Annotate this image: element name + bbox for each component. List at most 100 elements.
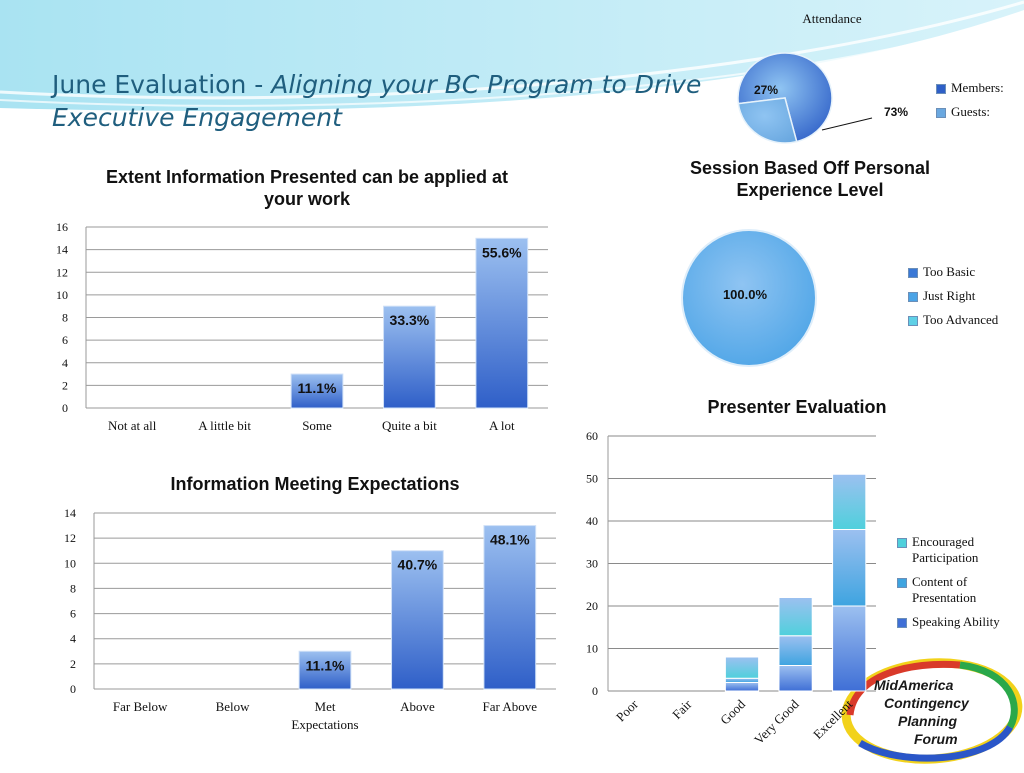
presenter-segment-content-of-presentation-excellent <box>832 529 867 607</box>
attendance-legend-item: Guests: <box>936 104 1024 120</box>
extent-ytick-label: 4 <box>62 356 68 370</box>
session-legend: Too Basic Just Right Too Advanced <box>908 264 1023 336</box>
presenter-ytick-label: 10 <box>586 642 598 656</box>
extent-ytick-label: 0 <box>62 401 68 415</box>
session-legend-label: Too Basic <box>923 264 976 279</box>
meeting-xtick-label: Far Above <box>483 699 538 714</box>
extent-bar-quite-a-bit <box>383 305 436 409</box>
presenter-legend-item: Encouraged Participation <box>897 534 1022 566</box>
extent-bar-some <box>290 373 344 409</box>
presenter-legend-item: Speaking Ability <box>897 614 1022 630</box>
title-italic: Aligning your BC Program to Drive Execut… <box>52 70 702 132</box>
presenter-xtick-label: Excellent <box>810 696 856 742</box>
attendance-legend-label: Guests: <box>951 104 990 119</box>
presenter-xtick-label: Poor <box>613 696 641 724</box>
meeting-chart-title: Information Meeting Expectations <box>170 474 460 494</box>
meeting-ytick-label: 10 <box>64 556 76 570</box>
session-legend-swatch <box>908 268 918 278</box>
extent-xtick-label: A lot <box>489 418 515 433</box>
presenter-ytick-label: 40 <box>586 514 598 528</box>
presenter-legend-label: Encouraged Participation <box>912 534 979 565</box>
attendance-data-label: 73% <box>884 105 908 119</box>
meeting-ytick-label: 0 <box>70 682 76 696</box>
presenter-ytick-label: 50 <box>586 472 598 486</box>
meeting-bar-far-above <box>483 525 537 690</box>
midamerica-logo: MidAmerica Contingency Planning Forum <box>840 655 1024 768</box>
session-legend-swatch <box>908 316 918 326</box>
presenter-legend-swatch <box>897 618 907 628</box>
session-chart-title: Session Based Off Personal Experience Le… <box>689 158 931 200</box>
session-legend-item: Just Right <box>908 288 1023 304</box>
extent-xtick-label: Not at all <box>108 418 157 433</box>
meeting-bar-met-expectations <box>298 650 352 690</box>
extent-data-label: 11.1% <box>298 380 337 396</box>
presenter-segment-content-of-presentation-good <box>724 677 760 683</box>
attendance-legend-swatch <box>936 108 946 118</box>
session-data-label: 100.0% <box>723 287 768 302</box>
meeting-data-label: 11.1% <box>306 657 345 673</box>
title-prefix: June Evaluation - <box>52 70 272 99</box>
attendance-leader-line <box>821 117 873 131</box>
presenter-xtick-label: Good <box>717 696 748 727</box>
extent-data-label: 33.3% <box>390 312 430 328</box>
presenter-segment-speaking-ability-very-good <box>778 665 813 692</box>
attendance-legend-item: Members: <box>936 80 1024 96</box>
meeting-data-label: 48.1% <box>490 532 530 548</box>
extent-ytick-label: 2 <box>62 378 68 392</box>
presenter-segment-encouraged-participation-good <box>724 656 760 679</box>
meeting-xtick-label: Far Below <box>113 699 168 714</box>
attendance-legend-swatch <box>936 84 946 94</box>
extent-ytick-label: 14 <box>56 243 68 257</box>
logo-ring-graphic <box>841 658 1023 764</box>
presenter-legend: Encouraged Participation Content of Prese… <box>897 534 1022 638</box>
presenter-segment-content-of-presentation-very-good <box>778 635 813 666</box>
presenter-ytick-label: 60 <box>586 429 598 443</box>
meeting-ytick-label: 6 <box>70 607 76 621</box>
meeting-xtick-label: Expectations <box>291 717 358 732</box>
extent-xtick-label: Some <box>302 418 332 433</box>
meeting-ytick-label: 14 <box>64 506 76 520</box>
meeting-data-label: 40.7% <box>398 557 438 573</box>
presenter-ytick-label: 20 <box>586 599 598 613</box>
extent-bar-a-lot <box>475 237 529 409</box>
presenter-chart-title: Presenter Evaluation <box>707 397 887 417</box>
meeting-xtick-label: Met <box>315 699 336 714</box>
presenter-xtick-label: Very Good <box>751 696 802 747</box>
attendance-data-label: 27% <box>754 83 778 97</box>
session-legend-item: Too Advanced <box>908 312 1023 328</box>
extent-ytick-label: 12 <box>56 265 68 279</box>
presenter-ytick-label: 0 <box>592 684 598 698</box>
meeting-bar-above <box>391 550 444 690</box>
presenter-legend-label: Speaking Ability <box>912 614 1000 629</box>
presenter-xtick-label: Fair <box>669 696 695 722</box>
session-legend-label: Too Advanced <box>923 312 999 327</box>
extent-xtick-label: Quite a bit <box>382 418 437 433</box>
meeting-ytick-label: 4 <box>70 632 76 646</box>
presenter-legend-swatch <box>897 578 907 588</box>
presenter-segment-speaking-ability-excellent <box>832 605 867 692</box>
session-legend-label: Just Right <box>923 288 976 303</box>
session-legend-swatch <box>908 292 918 302</box>
meeting-ytick-label: 12 <box>64 531 76 545</box>
attendance-chart-title: Attendance <box>802 11 862 26</box>
presenter-segment-speaking-ability-good <box>724 682 760 692</box>
presenter-legend-label: Content of Presentation <box>912 574 977 605</box>
presenter-legend-swatch <box>897 538 907 548</box>
presenter-segment-encouraged-participation-very-good <box>778 597 813 637</box>
presenter-legend-item: Content of Presentation <box>897 574 1022 606</box>
attendance-slice-guests <box>737 97 798 144</box>
extent-chart-title: Extent Information Presented can be appl… <box>105 167 509 209</box>
logo-line-1: MidAmerica <box>874 677 954 693</box>
meeting-ytick-label: 8 <box>70 581 76 595</box>
meeting-xtick-label: Below <box>216 699 251 714</box>
meeting-xtick-label: Above <box>400 699 435 714</box>
logo-line-2: Contingency <box>884 695 969 711</box>
attendance-legend-label: Members: <box>951 80 1004 95</box>
extent-ytick-label: 16 <box>56 220 68 234</box>
presenter-segment-encouraged-participation-excellent <box>832 473 867 530</box>
